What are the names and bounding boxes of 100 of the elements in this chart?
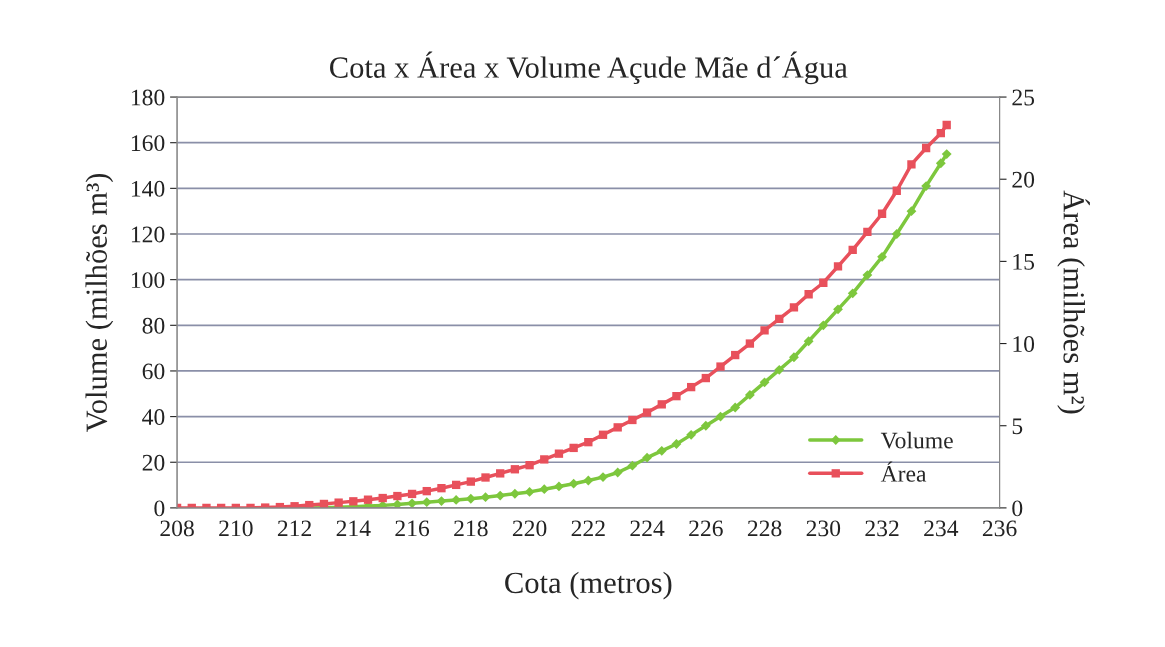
- x-tick-label: 214: [336, 520, 371, 537]
- point: [877, 251, 887, 262]
- point: [613, 423, 622, 432]
- point: [789, 352, 799, 363]
- point: [642, 452, 652, 463]
- point: [907, 160, 916, 169]
- point: [848, 245, 857, 255]
- point: [744, 390, 755, 400]
- point: [847, 288, 858, 299]
- y-tick-label: 160: [131, 135, 165, 152]
- x-tick-label: 212: [277, 520, 311, 537]
- point: [612, 467, 623, 478]
- point: [524, 487, 535, 497]
- y2-tick-label: 10: [1013, 336, 1035, 352]
- point: [921, 143, 931, 153]
- point: [569, 443, 578, 453]
- y-tick-label: 40: [142, 409, 165, 426]
- point: [819, 278, 828, 287]
- point: [466, 477, 475, 486]
- point: [759, 377, 770, 388]
- y2-tick-label: 20: [1012, 171, 1035, 188]
- point: [833, 262, 843, 271]
- point: [715, 411, 726, 422]
- point: [686, 382, 696, 392]
- x-axis-title: Cota (metros): [505, 571, 672, 600]
- y-axis-title: Volume (milhões m³): [85, 173, 114, 433]
- point: [745, 339, 755, 348]
- x-tick-label: 218: [454, 520, 488, 537]
- point: [349, 497, 358, 506]
- y-tick-label: 180: [131, 89, 165, 106]
- point: [378, 493, 387, 503]
- point: [774, 364, 785, 375]
- x-tick-label: 224: [630, 520, 665, 537]
- point: [818, 320, 829, 331]
- x-tick-label: 230: [806, 520, 841, 537]
- point: [540, 455, 549, 464]
- point: [942, 120, 951, 130]
- y2-axis-title: Área (milhões m²): [1057, 190, 1090, 414]
- point: [921, 181, 932, 191]
- x-tick-label: 216: [395, 520, 430, 537]
- point: [598, 430, 608, 439]
- point: [539, 484, 550, 495]
- point: [568, 478, 579, 489]
- y-tick-label: 0: [154, 500, 165, 517]
- x-tick-label: 222: [571, 520, 605, 537]
- point: [525, 461, 534, 470]
- y-tick-label: 140: [131, 180, 165, 197]
- point: [495, 490, 506, 501]
- point: [657, 400, 666, 409]
- y-tick-label: 100: [131, 272, 165, 289]
- point: [451, 480, 461, 490]
- y-tick-label: 80: [142, 317, 165, 334]
- point: [363, 495, 373, 504]
- point: [906, 206, 917, 217]
- point: [862, 270, 873, 280]
- point: [891, 229, 902, 239]
- point: [510, 465, 520, 474]
- y2-tick-label: 15: [1013, 253, 1035, 270]
- point: [716, 362, 725, 371]
- point: [554, 481, 564, 492]
- x-tick-label: 234: [924, 520, 959, 537]
- y-tick-label: 20: [142, 454, 165, 471]
- point: [760, 326, 769, 335]
- x-tick-label: 232: [865, 520, 899, 537]
- point: [686, 429, 697, 440]
- y2-tick-label: 25: [1012, 89, 1035, 106]
- x-tick-label: 210: [219, 520, 253, 537]
- point: [584, 437, 593, 447]
- point: [393, 491, 402, 501]
- point: [437, 484, 446, 493]
- point: [701, 373, 710, 383]
- point: [789, 303, 799, 312]
- x-tick-label: 220: [512, 520, 547, 537]
- point: [941, 149, 952, 160]
- point: [671, 439, 682, 449]
- y2-tick-label: 0: [1012, 500, 1023, 517]
- point: [436, 496, 447, 506]
- point: [730, 402, 741, 413]
- point: [642, 408, 652, 417]
- x-tick-label: 226: [689, 520, 723, 537]
- point: [583, 475, 594, 486]
- point: [892, 186, 901, 195]
- point: [936, 129, 945, 138]
- x-tick-label: 208: [160, 520, 194, 537]
- point: [863, 227, 872, 236]
- point: [672, 391, 681, 401]
- chart-title: Cota x Área x Volume Açude Mãe d´Água: [330, 51, 848, 85]
- legend-label: Volume: [880, 431, 953, 449]
- x-tick-label: 228: [747, 520, 782, 537]
- point: [804, 290, 813, 299]
- point: [407, 489, 417, 499]
- point: [833, 304, 843, 315]
- point: [334, 498, 343, 507]
- legend-label: Área: [880, 461, 927, 482]
- point: [731, 350, 740, 360]
- point: [554, 449, 564, 458]
- point: [627, 460, 638, 471]
- x-tick-label: 236: [982, 520, 1017, 537]
- y2-tick-label: 5: [1012, 418, 1023, 435]
- point: [496, 469, 505, 478]
